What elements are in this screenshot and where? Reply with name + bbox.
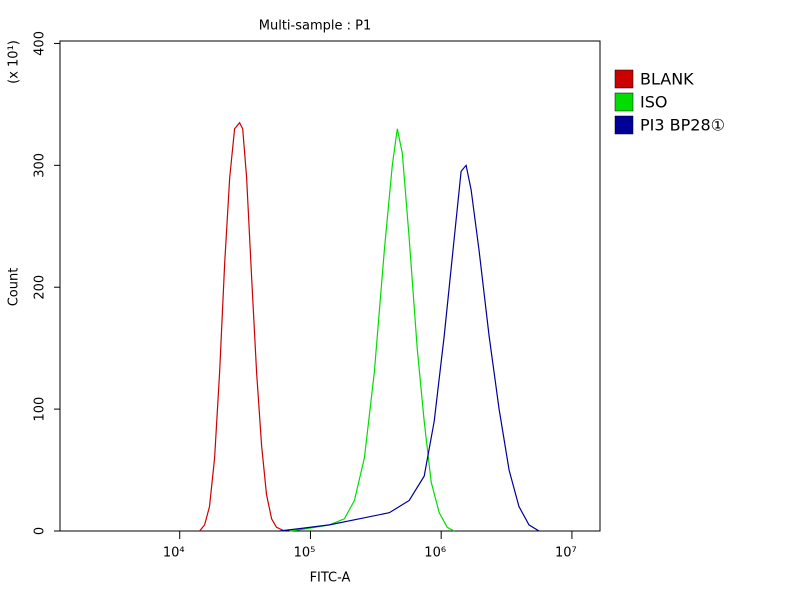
y-tick-label: 400 (33, 31, 48, 56)
plot-frame (59, 40, 601, 532)
series-line (199, 121, 285, 532)
chart-title: Multi-sample : P1 (259, 19, 372, 34)
x-tick-label: 10⁷ (555, 546, 577, 561)
x-tick-label: 10⁴ (163, 546, 185, 561)
x-tick-label: 10⁶ (424, 546, 446, 561)
y-tick-label: 0 (33, 527, 48, 535)
legend-swatch (614, 92, 634, 112)
x-axis-label: FITC-A (310, 571, 351, 586)
legend-label: BLANK (640, 70, 694, 89)
x-tick-label: 10⁵ (294, 546, 316, 561)
series-line (289, 128, 455, 532)
y-axis-unit: (x 10¹) (7, 40, 22, 84)
legend-label: ISO (640, 93, 667, 112)
legend-swatch (614, 69, 634, 89)
legend-swatch (614, 115, 634, 135)
legend-label: PI3 BP28① (640, 116, 725, 135)
y-tick-label: 100 (33, 397, 48, 422)
y-axis-label: Count (7, 268, 22, 307)
y-tick-label: 300 (33, 153, 48, 178)
y-tick-label: 200 (33, 275, 48, 300)
series-line (279, 163, 540, 532)
